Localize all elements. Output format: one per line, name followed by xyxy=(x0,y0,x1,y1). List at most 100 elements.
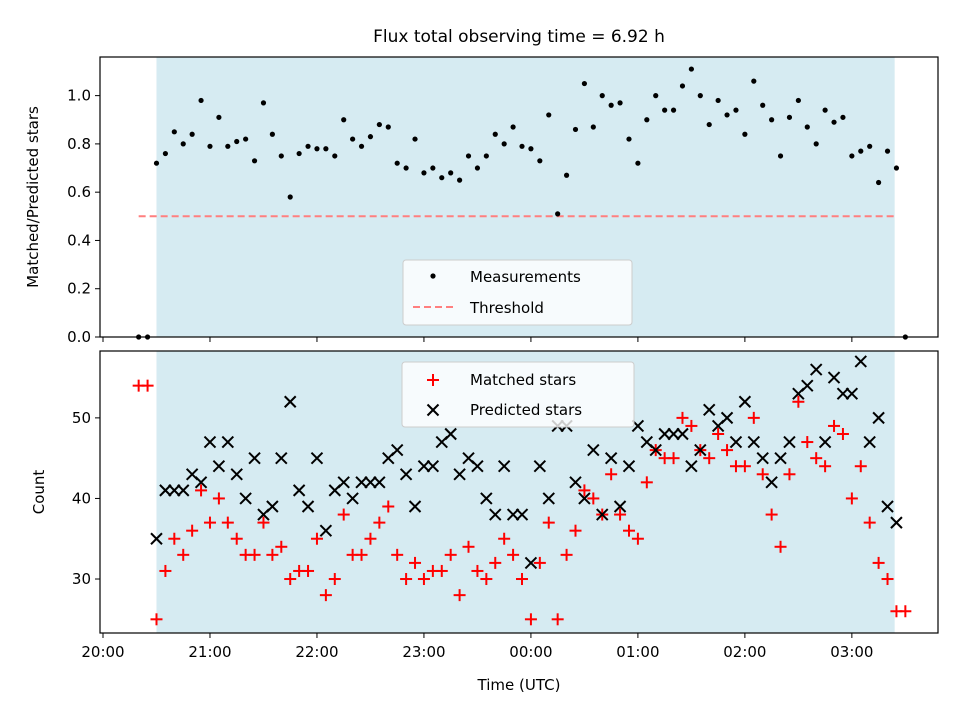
legend-predicted-stars: Predicted stars xyxy=(470,401,582,419)
measurement-point xyxy=(448,170,454,176)
predicted-star-point xyxy=(390,443,404,457)
matched-star-point xyxy=(542,516,555,529)
legend-measurements: Measurements xyxy=(470,268,581,286)
bottom-y-tick-label: 50 xyxy=(72,409,91,427)
x-axis-label: Time (UTC) xyxy=(477,676,561,694)
matched-star-point xyxy=(168,532,181,545)
predicted-star-point xyxy=(801,379,814,392)
measurement-point xyxy=(537,158,543,164)
predicted-star-point xyxy=(453,468,466,481)
matched-star-point xyxy=(382,500,395,513)
matched-star-point xyxy=(462,540,475,553)
measurement-point xyxy=(385,124,391,130)
measurement-point xyxy=(287,194,293,200)
top-y-tick-label: 0.4 xyxy=(67,231,91,249)
predicted-star-point xyxy=(578,492,591,505)
measurement-point xyxy=(795,97,801,104)
matched-star-point xyxy=(391,548,404,561)
top-y-axis-label: Matched/Predicted stars xyxy=(24,106,42,288)
measurement-point xyxy=(153,160,160,166)
top-x-ticks xyxy=(102,337,853,342)
measurement-point xyxy=(626,136,632,142)
matched-star-point xyxy=(471,564,484,577)
measurement-point xyxy=(831,119,837,125)
matched-star-point xyxy=(587,492,600,505)
measurement-point xyxy=(751,78,757,84)
measurement-point xyxy=(323,146,329,152)
predicted-star-point xyxy=(890,516,903,529)
measurement-point xyxy=(314,146,320,152)
matched-star-point xyxy=(302,564,315,577)
predicted-legend-marker xyxy=(426,403,440,417)
measurement-point xyxy=(207,143,213,149)
top-plot-frame xyxy=(99,56,939,338)
bottom-legend-box xyxy=(401,361,635,428)
predicted-star-point xyxy=(524,556,538,570)
measurement-point xyxy=(296,150,302,157)
measurement-point xyxy=(813,141,819,147)
measurement-point xyxy=(198,97,204,104)
matched-star-point xyxy=(747,411,760,424)
matched-star-point xyxy=(881,573,894,586)
predicted-star-point xyxy=(212,460,226,473)
matched-star-point xyxy=(756,468,769,481)
measurement-point xyxy=(341,117,347,123)
predicted-star-point xyxy=(658,427,671,441)
top-y-axis: 0.0 0.2 0.4 0.6 0.8 1.0 xyxy=(67,87,100,346)
bottom-legend: Matched stars Predicted stars xyxy=(401,361,635,428)
predicted-star-point xyxy=(533,460,547,473)
predicted-star-point xyxy=(239,492,252,505)
predicted-star-point xyxy=(747,435,761,449)
measurement-point xyxy=(724,112,730,118)
legend-threshold: Threshold xyxy=(469,299,544,317)
matched-star-point xyxy=(337,508,350,521)
measurement-point xyxy=(421,170,427,176)
x-tick-label: 23:00 xyxy=(402,643,445,661)
predicted-star-point xyxy=(809,363,823,376)
predicted-star-point xyxy=(729,435,743,449)
predicted-star-point xyxy=(373,476,386,489)
matched-star-point xyxy=(524,613,537,626)
matched-star-point xyxy=(685,419,698,432)
matched-legend-marker xyxy=(427,374,439,386)
matched-star-point xyxy=(605,468,618,481)
predicted-star-point xyxy=(667,427,680,441)
matched-star-point xyxy=(230,532,243,545)
predicted-star-point xyxy=(444,427,457,441)
predicted-star-point xyxy=(827,371,841,384)
predicted-star-point xyxy=(168,484,181,497)
matched-star-point xyxy=(845,492,858,505)
matched-star-point xyxy=(310,532,323,545)
predicted-star-point xyxy=(346,492,359,505)
measurement-point xyxy=(180,141,186,147)
bottom-y-axis: 30 40 50 xyxy=(72,409,100,588)
predicted-star-point xyxy=(408,500,422,513)
matched-star-point xyxy=(721,444,734,457)
matched-star-point xyxy=(560,548,573,561)
predicted-star-point xyxy=(177,484,190,497)
measurement-point xyxy=(367,134,374,140)
measurement-point xyxy=(501,141,507,147)
predicted-star-point xyxy=(230,468,243,481)
matched-star-point xyxy=(177,548,190,561)
measurement-point xyxy=(572,126,579,133)
measurement-point xyxy=(243,136,249,142)
top-y-tick-label: 0.0 xyxy=(67,328,91,346)
matched-star-point xyxy=(444,548,457,561)
measurement-point xyxy=(697,93,703,99)
predicted-star-point xyxy=(587,443,600,457)
bottom-x-axis: 20:00 21:00 22:00 23:00 00:00 01:00 02:00 03:00 xyxy=(81,633,873,661)
top-y-tick-label: 1.0 xyxy=(67,87,91,105)
matched-star-point xyxy=(266,548,279,561)
measurement-point xyxy=(733,107,739,113)
measurement-point xyxy=(305,143,311,149)
matched-star-point xyxy=(640,476,653,489)
measurement-point xyxy=(635,160,641,166)
measurement-point xyxy=(804,124,810,130)
predicted-star-point xyxy=(203,435,217,449)
predicted-star-point xyxy=(872,411,885,425)
matched-star-point xyxy=(667,452,680,465)
measurement-point xyxy=(555,211,561,217)
predicted-star-point xyxy=(685,460,698,473)
predicted-star-point xyxy=(836,387,850,400)
